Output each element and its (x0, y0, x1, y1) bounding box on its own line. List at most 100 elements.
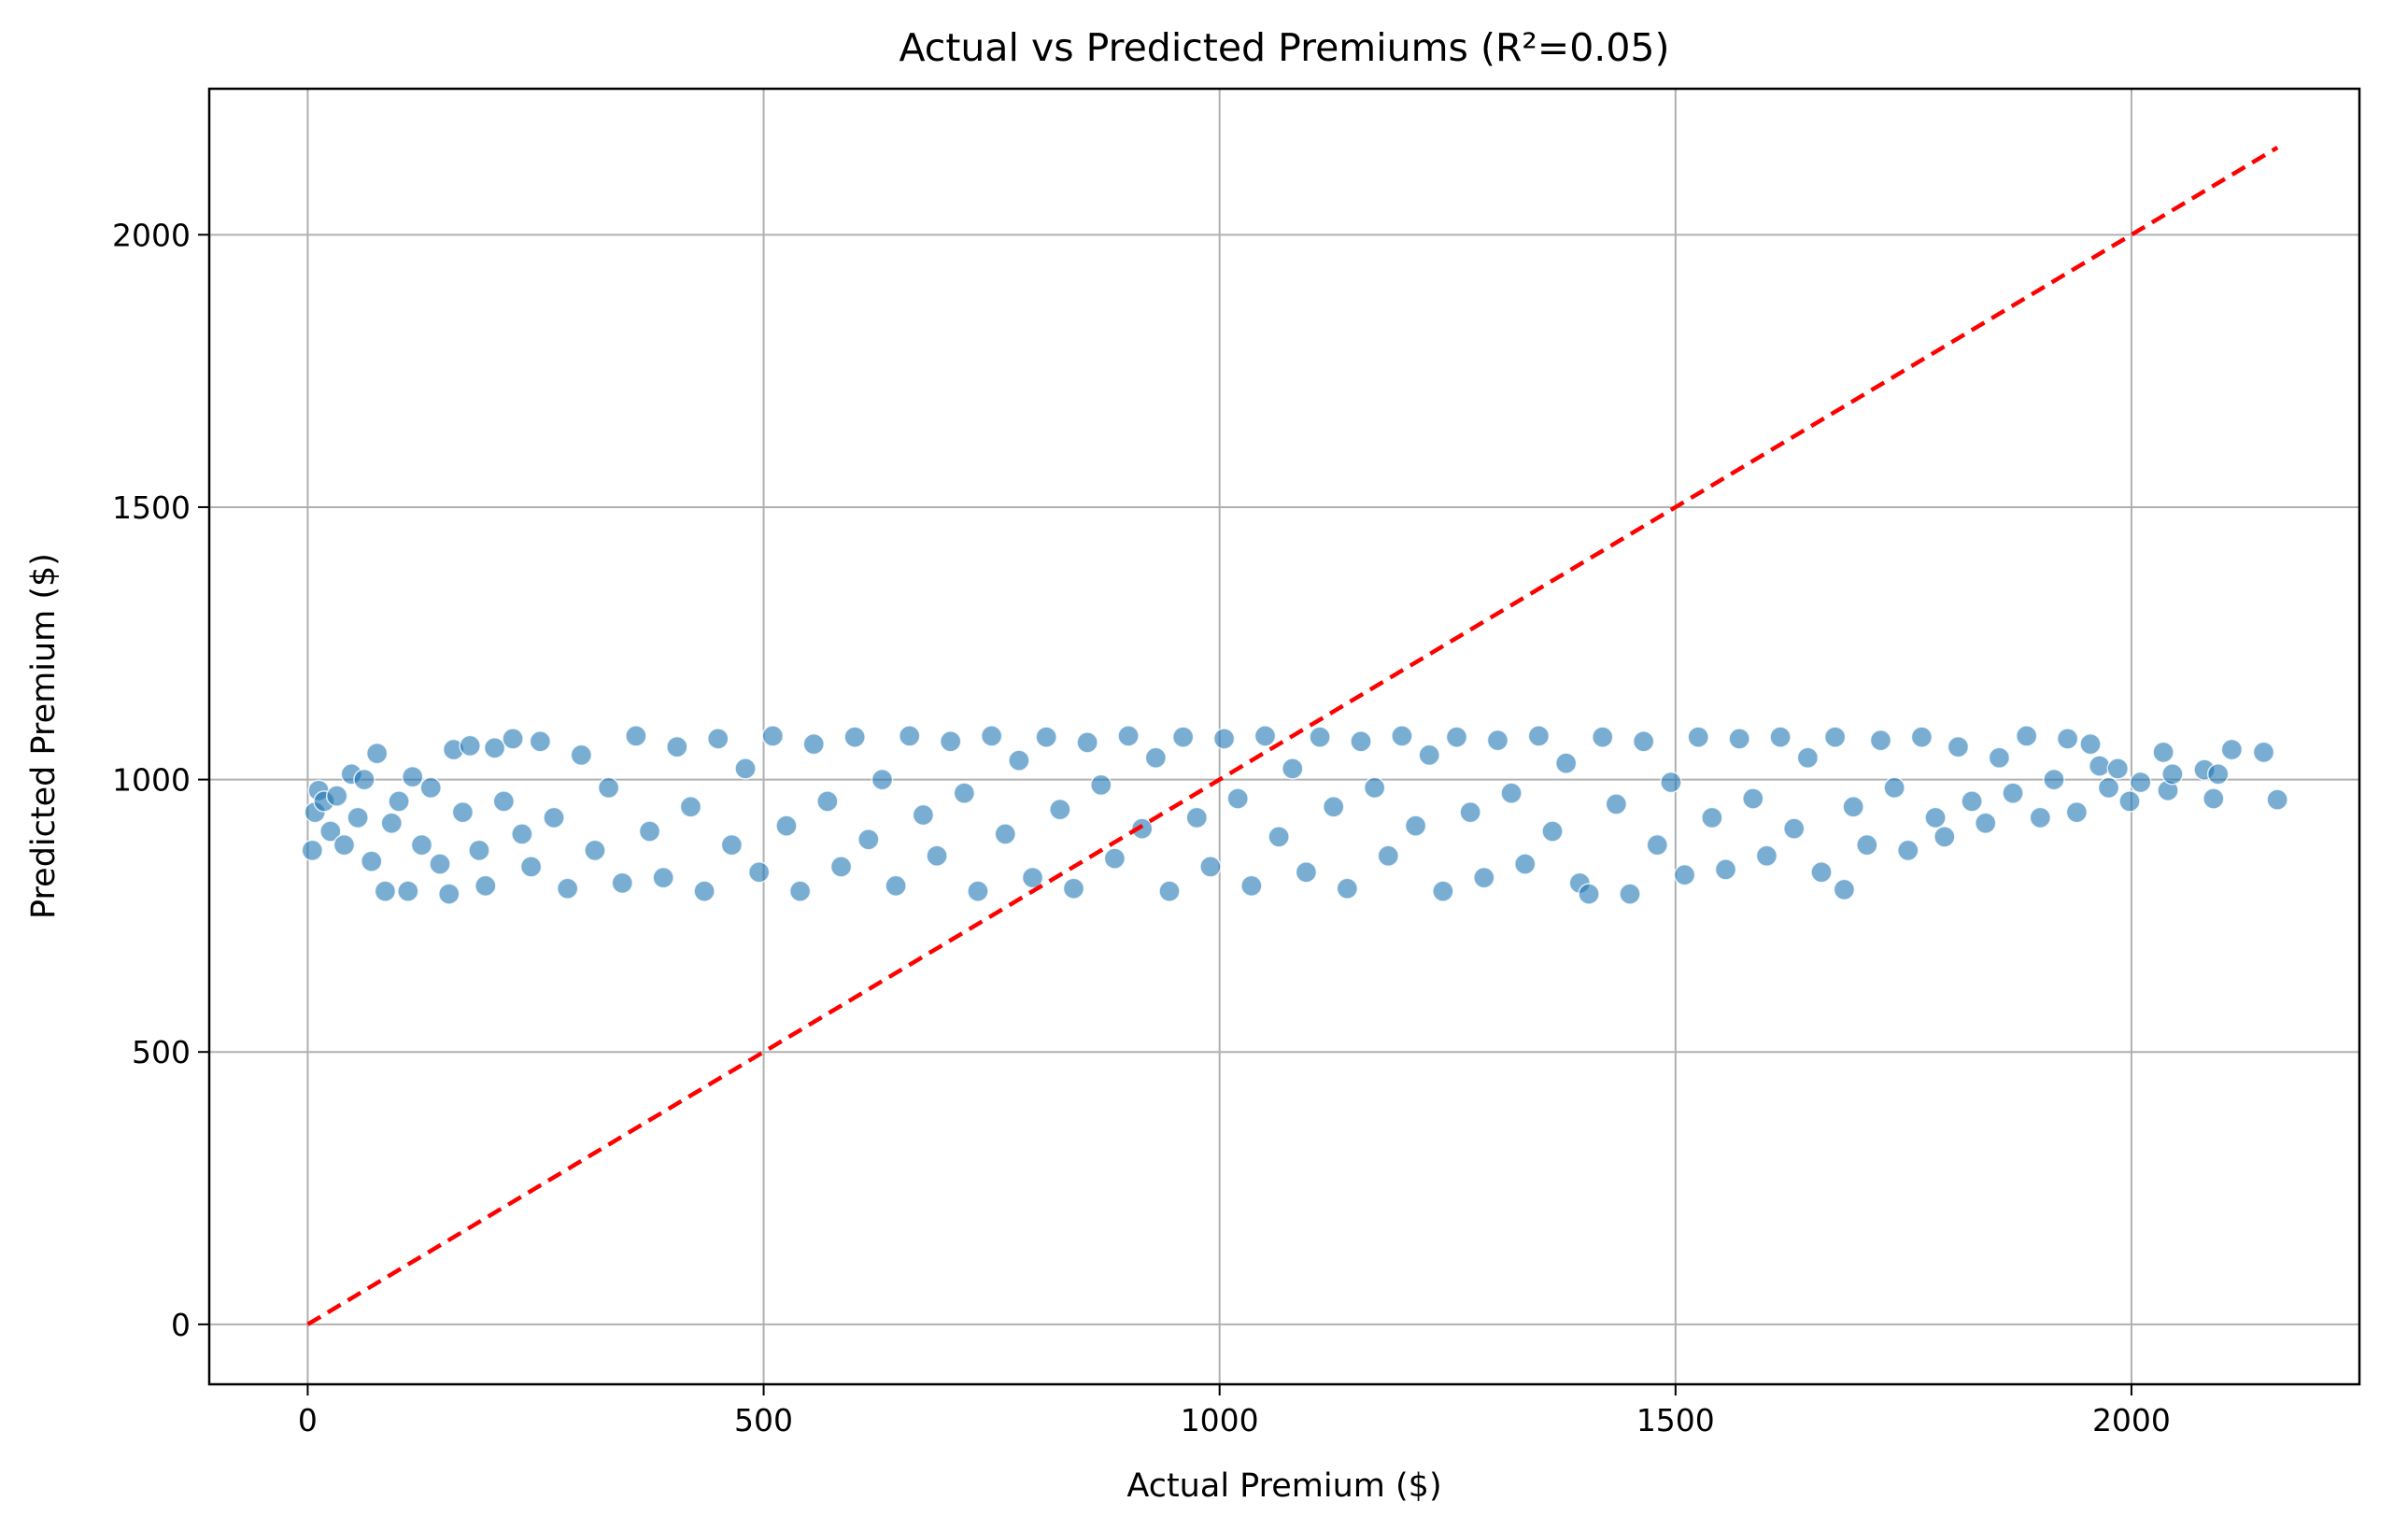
scatter-point (397, 880, 419, 902)
scatter-point (2152, 741, 2174, 764)
scatter-point (1130, 817, 1154, 840)
scatter-point (652, 866, 674, 889)
scatter-point (2161, 762, 2184, 786)
scatter-point (829, 856, 853, 878)
scatter-point (319, 820, 342, 843)
scatter-point (1212, 728, 1236, 750)
scatter-point (802, 732, 826, 756)
scatter-point (1268, 826, 1290, 848)
scatter-point (1459, 800, 1481, 824)
scatter-points (301, 725, 2288, 905)
scatter-point (1769, 726, 1792, 748)
scatter-point (347, 806, 369, 829)
scatter-point (885, 874, 907, 898)
scatter-point (502, 728, 524, 750)
scatter-point (775, 815, 798, 837)
scatter-point (519, 856, 543, 878)
scatter-point (1226, 787, 1249, 810)
scatter-point (843, 726, 866, 748)
scatter-point (1856, 833, 1878, 857)
scatter-point (1619, 883, 1641, 905)
scatter-point (2079, 732, 2102, 756)
scatter-point (1158, 880, 1181, 902)
y-tick-label: 1000 (112, 762, 191, 799)
scatter-point (1646, 833, 1669, 857)
scatter-point (483, 736, 506, 759)
y-tick-label: 2000 (112, 217, 191, 253)
scatter-point (1687, 726, 1709, 748)
scatter-point (597, 776, 620, 800)
scatter-point (2089, 755, 2111, 777)
scatter-point (1008, 749, 1030, 772)
scatter-point (543, 806, 565, 829)
scatter-point (374, 880, 397, 902)
scatter-point (1076, 731, 1098, 754)
x-tick-label: 1500 (1636, 1402, 1715, 1438)
scatter-point (2106, 758, 2130, 780)
scatter-point (1605, 793, 1628, 815)
scatter-point (468, 839, 490, 862)
scatter-point (556, 877, 579, 900)
scatter-point (1513, 853, 1537, 875)
scatter-point (1660, 771, 1682, 794)
scatter-point (2065, 800, 2089, 824)
scatter-point (720, 833, 744, 857)
scatter-point (1391, 725, 1413, 747)
scatter-point (1988, 746, 2011, 769)
scatter-point (1282, 758, 1304, 780)
scatter-point (871, 768, 894, 791)
scatter-point (788, 880, 812, 902)
scatter-point (679, 795, 702, 818)
y-tick-label: 1500 (112, 489, 191, 526)
scatter-point (1062, 877, 1085, 900)
x-tick-label: 2000 (2092, 1402, 2171, 1438)
scatter-point (1445, 726, 1468, 748)
scatter-point (1254, 725, 1277, 747)
scatter-point (2266, 788, 2288, 811)
scatter-point (912, 803, 935, 827)
scatter-point (2015, 725, 2038, 747)
scatter-point (380, 812, 404, 834)
chart-title: Actual vs Predicted Premiums (R²=0.05) (899, 25, 1669, 70)
scatter-point (1500, 782, 1523, 804)
scatter-point (1554, 752, 1578, 774)
scatter-point (388, 790, 410, 813)
scatter-point (2029, 806, 2052, 829)
scatter-point (2203, 787, 2225, 810)
scatter-point (994, 823, 1017, 845)
grid (209, 89, 2359, 1384)
scatter-point (2129, 771, 2152, 794)
plot-frame (207, 87, 2361, 1386)
scatter-point (1377, 844, 1400, 867)
scatter-point (1035, 726, 1057, 748)
scatter-point (1632, 730, 1655, 753)
scatter-point (1742, 787, 1764, 810)
scatter-point (492, 790, 516, 813)
scatter-point (459, 734, 481, 758)
scatter-point (816, 790, 839, 813)
x-tick-label: 0 (298, 1402, 318, 1438)
scatter-point (967, 880, 989, 902)
scatter-point (2252, 741, 2275, 764)
scatter-point (1049, 798, 1071, 821)
scatter-point (1103, 847, 1126, 870)
ticks: 0 500 1000 1500 2000 0 500 1000 1500 2000 (112, 217, 2171, 1438)
scatter-point (1021, 866, 1044, 889)
scatter-point (2043, 768, 2065, 791)
scatter-point (1947, 735, 1970, 758)
scatter-point (1363, 776, 1386, 800)
scatter-point (2002, 782, 2024, 804)
scatter-point (1933, 826, 1956, 848)
scatter-point (361, 850, 383, 872)
scatter-point (666, 735, 688, 758)
scatter-point (1322, 795, 1345, 818)
scatter-point (1473, 866, 1495, 889)
scatter-point (1701, 806, 1723, 829)
scatter-point (1185, 806, 1209, 829)
scatter-point (438, 883, 460, 905)
scatter-point (939, 730, 962, 753)
scatter-point (1823, 726, 1847, 748)
scatter-point (1591, 726, 1614, 748)
scatter-point (584, 839, 606, 862)
